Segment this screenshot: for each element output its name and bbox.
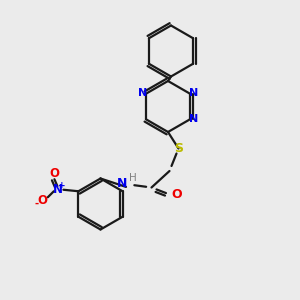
Text: -: - bbox=[35, 199, 39, 209]
Text: N: N bbox=[117, 177, 128, 190]
Text: N: N bbox=[189, 88, 198, 98]
Text: S: S bbox=[174, 142, 183, 155]
Text: N: N bbox=[189, 114, 198, 124]
Text: O: O bbox=[38, 194, 47, 207]
Text: +: + bbox=[58, 181, 66, 190]
Text: O: O bbox=[171, 188, 182, 202]
Text: H: H bbox=[129, 173, 136, 183]
Text: N: N bbox=[52, 183, 62, 196]
Text: O: O bbox=[50, 167, 59, 180]
Text: N: N bbox=[138, 88, 147, 98]
